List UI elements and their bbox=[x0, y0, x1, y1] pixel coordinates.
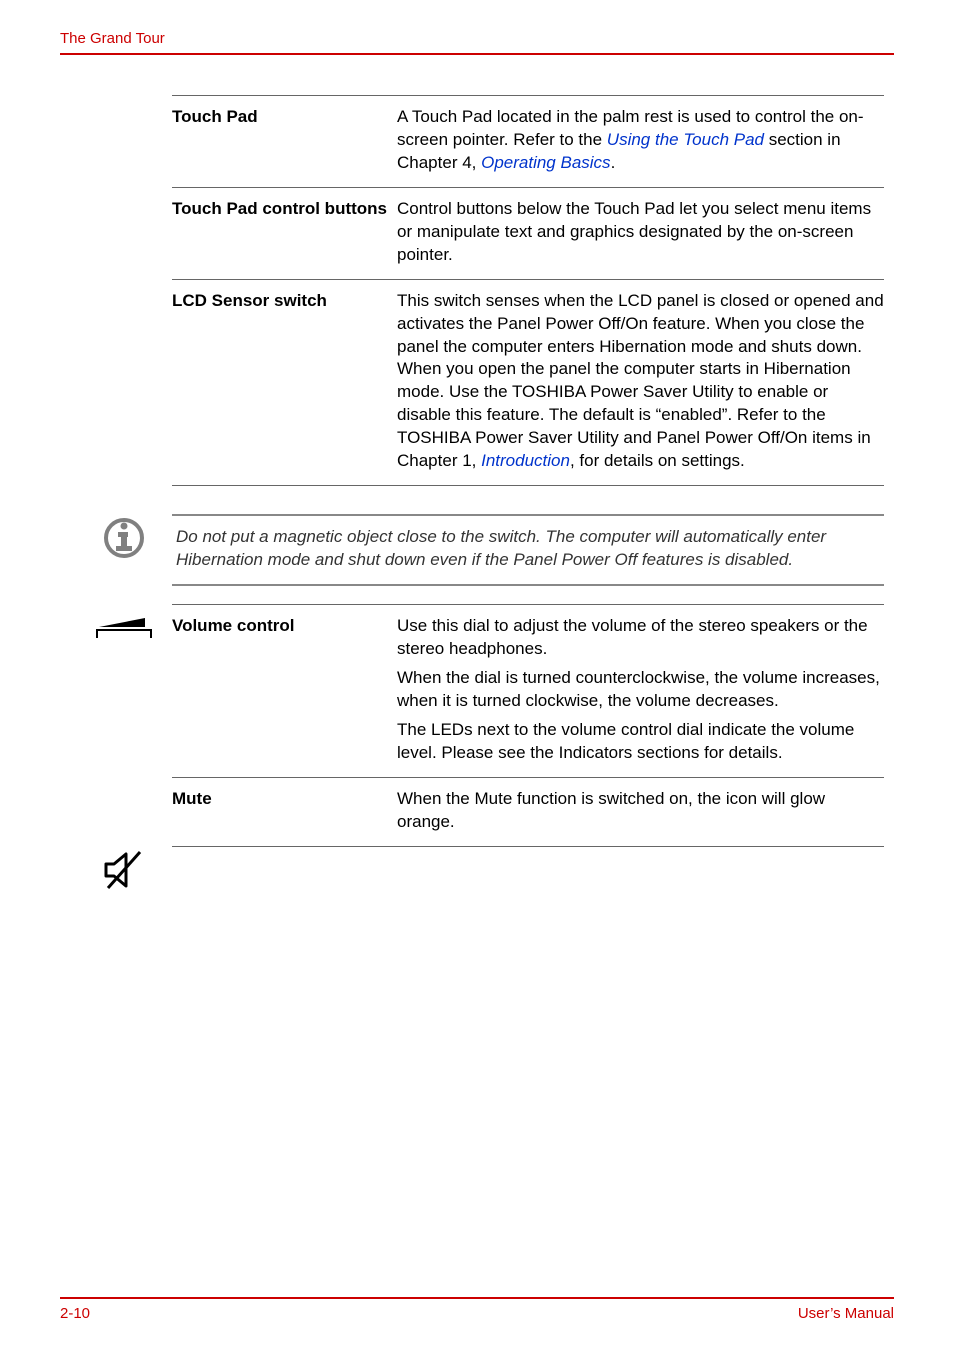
note-callout: Do not put a magnetic object close to th… bbox=[60, 514, 894, 586]
table-row: Mute When the Mute function is switched … bbox=[172, 777, 884, 847]
page-header: The Grand Tour bbox=[60, 30, 894, 55]
desc-lcd-sensor: This switch senses when the LCD panel is… bbox=[397, 290, 884, 474]
table-row: Touch Pad control buttons Control button… bbox=[172, 187, 884, 279]
term-volume-control: Volume control bbox=[172, 615, 397, 765]
link-using-touch-pad[interactable]: Using the Touch Pad bbox=[607, 130, 764, 149]
term-touch-pad: Touch Pad bbox=[172, 106, 397, 175]
table-row: Volume control Use this dial to adjust t… bbox=[172, 604, 884, 777]
note-text: Do not put a magnetic object close to th… bbox=[172, 514, 884, 586]
definition-table-2: Volume control Use this dial to adjust t… bbox=[60, 604, 894, 847]
page-footer: 2-10 User’s Manual bbox=[60, 1297, 894, 1322]
term-lcd-sensor: LCD Sensor switch bbox=[172, 290, 397, 474]
mute-icon bbox=[94, 846, 154, 894]
desc-mute: When the Mute function is switched on, t… bbox=[397, 788, 884, 834]
volume-icon bbox=[94, 616, 154, 642]
desc-volume-control: Use this dial to adjust the volume of th… bbox=[397, 615, 884, 765]
definition-table-1: Touch Pad A Touch Pad located in the pal… bbox=[172, 95, 884, 486]
desc-touch-pad: A Touch Pad located in the palm rest is … bbox=[397, 106, 884, 175]
link-operating-basics[interactable]: Operating Basics bbox=[481, 153, 610, 172]
table-row: LCD Sensor switch This switch senses whe… bbox=[172, 279, 884, 487]
header-title: The Grand Tour bbox=[60, 30, 165, 47]
link-introduction[interactable]: Introduction bbox=[481, 451, 570, 470]
info-icon bbox=[94, 516, 154, 560]
doc-title: User’s Manual bbox=[798, 1305, 894, 1322]
page-number: 2-10 bbox=[60, 1305, 90, 1322]
table-row: Touch Pad A Touch Pad located in the pal… bbox=[172, 95, 884, 187]
desc-touch-pad-buttons: Control buttons below the Touch Pad let … bbox=[397, 198, 884, 267]
term-touch-pad-buttons: Touch Pad control buttons bbox=[172, 198, 397, 267]
term-mute: Mute bbox=[172, 788, 397, 834]
